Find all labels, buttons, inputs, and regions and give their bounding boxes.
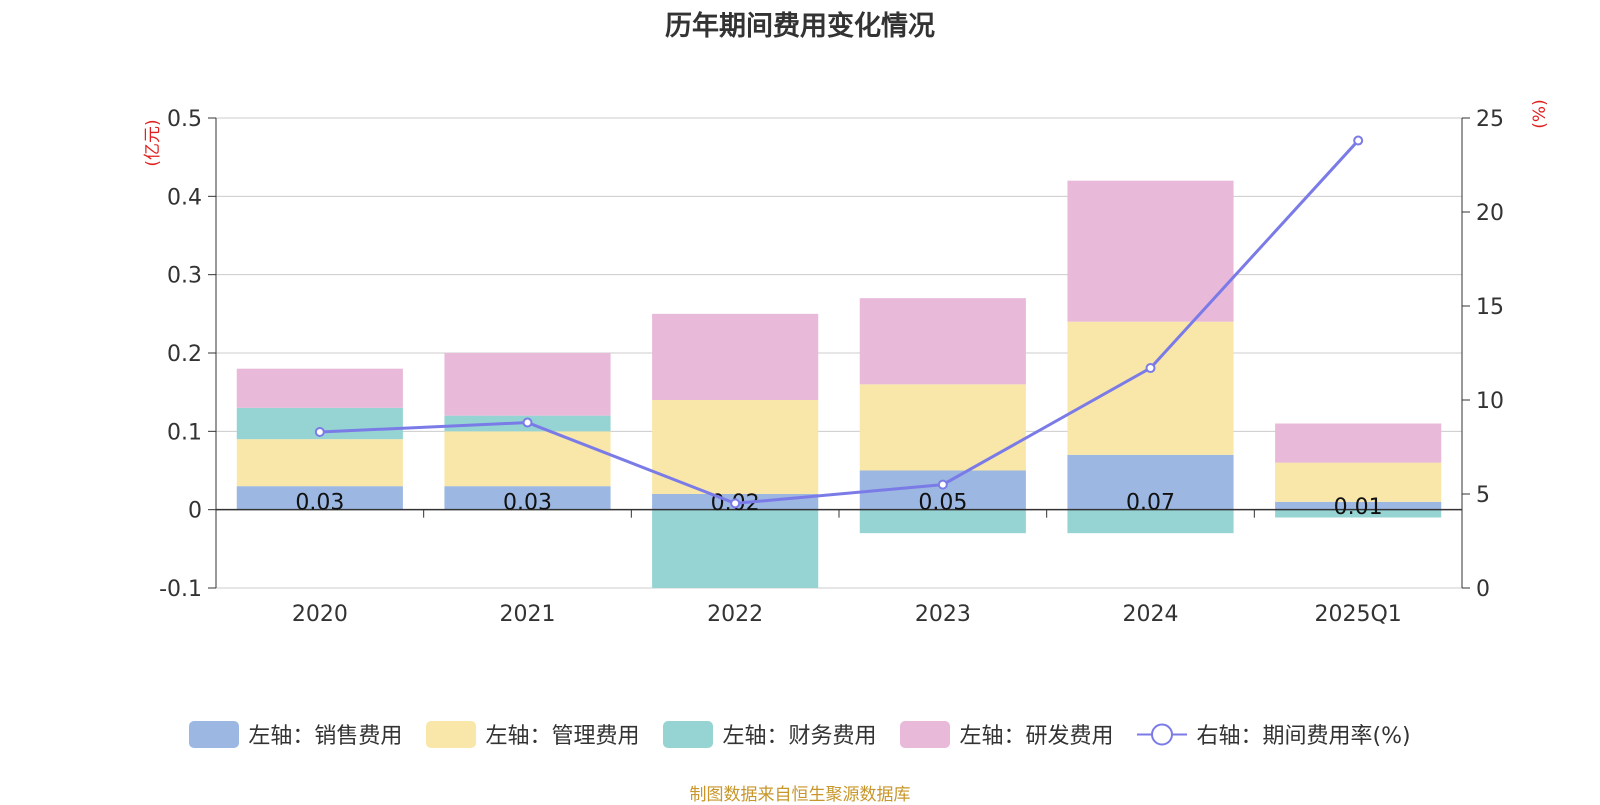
expense-rate-point-2020 <box>314 426 325 437</box>
bar-segment-2-2024 <box>1067 509 1234 534</box>
legend-swatch-rd <box>900 720 951 748</box>
bar-segment-1-2022 <box>652 400 819 494</box>
bar-segment-3-2021 <box>444 353 611 416</box>
bar-segment-1-2024 <box>1067 321 1234 455</box>
bar-segment-0-2025Q1 <box>1275 501 1442 510</box>
expense-rate-point-2021 <box>522 417 533 428</box>
legend-item-sales[interactable]: 左轴：销售费用 <box>189 718 402 750</box>
bar-segment-1-2021 <box>444 431 611 487</box>
bar-segment-0-2024 <box>1067 454 1234 510</box>
right-axis-tick-label: 5 <box>1476 483 1490 508</box>
category-label: 2021 <box>500 602 556 627</box>
right-axis-tick-label: 10 <box>1476 389 1504 414</box>
legend-swatch-admin <box>426 720 477 748</box>
bar-segment-3-2025Q1 <box>1275 423 1442 463</box>
bar-segment-1-2020 <box>236 439 403 487</box>
left-axis-tick-label: 0 <box>188 499 202 524</box>
left-axis-tick-label: 0.1 <box>167 420 202 445</box>
bar-segment-3-2024 <box>1067 180 1234 322</box>
expense-rate-point-2022 <box>730 498 741 509</box>
legend-item-expense-rate[interactable]: 右轴：期间费用率(%) <box>1137 718 1411 750</box>
sales-data-label: 0.03 <box>295 491 344 516</box>
sales-data-label: 0.03 <box>503 491 552 516</box>
bar-segment-2-2022 <box>652 509 819 588</box>
legend-swatch-finance <box>663 720 714 748</box>
category-label: 2022 <box>707 602 763 627</box>
source-note: 制图数据来自恒生聚源数据库 <box>689 785 911 805</box>
bar-segment-1-2025Q1 <box>1275 462 1442 502</box>
legend-line-marker-icon <box>1137 723 1188 745</box>
left-axis-tick-label: 0.2 <box>167 342 202 367</box>
legend-item-admin[interactable]: 左轴：管理费用 <box>426 718 639 750</box>
legend-label-rd: 左轴：研发费用 <box>959 724 1114 749</box>
expense-rate-line <box>319 139 1360 505</box>
expense-rate-point-2024 <box>1145 363 1156 374</box>
bar-segment-2-2025Q1 <box>1275 509 1442 518</box>
legend-label-sales: 左轴：销售费用 <box>248 724 403 749</box>
category-label: 2024 <box>1123 602 1179 627</box>
expense-rate-point-2023 <box>937 479 948 490</box>
bar-segment-3-2022 <box>652 313 819 400</box>
category-label: 2023 <box>915 602 971 627</box>
sales-data-label: 0.05 <box>918 491 967 516</box>
left-axis-unit: (亿元) <box>143 119 163 166</box>
bar-segment-2-2023 <box>859 509 1026 534</box>
right-axis-tick-label: 25 <box>1476 107 1504 132</box>
left-axis-tick-label: 0.3 <box>167 264 202 289</box>
left-axis-tick-label: 0.4 <box>167 185 202 210</box>
bar-segment-0-2020 <box>236 486 403 510</box>
sales-data-label: 0.07 <box>1126 491 1175 516</box>
legend-item-finance[interactable]: 左轴：财务费用 <box>663 718 876 750</box>
sales-data-label: 0.01 <box>1334 495 1383 520</box>
left-axis-tick-label: 0.5 <box>167 107 202 132</box>
legend-swatch-sales <box>189 720 240 748</box>
expense-rate-point-2025Q1 <box>1353 135 1364 146</box>
bar-segment-3-2020 <box>236 368 403 408</box>
legend: 左轴：销售费用 左轴：管理费用 左轴：财务费用 左轴：研发费用 右轴：期间费用率… <box>0 718 1600 750</box>
legend-label-admin: 左轴：管理费用 <box>485 724 640 749</box>
chart-title: 历年期间费用变化情况 <box>665 11 935 42</box>
bar-segment-0-2021 <box>444 486 611 510</box>
legend-label-finance: 左轴：财务费用 <box>722 724 877 749</box>
right-axis-tick-label: 15 <box>1476 295 1504 320</box>
category-label: 2020 <box>292 602 348 627</box>
left-axis-tick-label: -0.1 <box>159 577 202 602</box>
category-label: 2025Q1 <box>1315 602 1402 627</box>
bar-segment-3-2023 <box>859 298 1026 385</box>
right-axis-tick-label: 0 <box>1476 577 1490 602</box>
legend-label-expense-rate: 右轴：期间费用率(%) <box>1196 724 1411 749</box>
right-axis-tick-label: 20 <box>1476 201 1504 226</box>
legend-item-rd[interactable]: 左轴：研发费用 <box>900 718 1113 750</box>
bar-segment-1-2023 <box>859 384 1026 471</box>
right-axis-unit: (%) <box>1530 99 1550 128</box>
